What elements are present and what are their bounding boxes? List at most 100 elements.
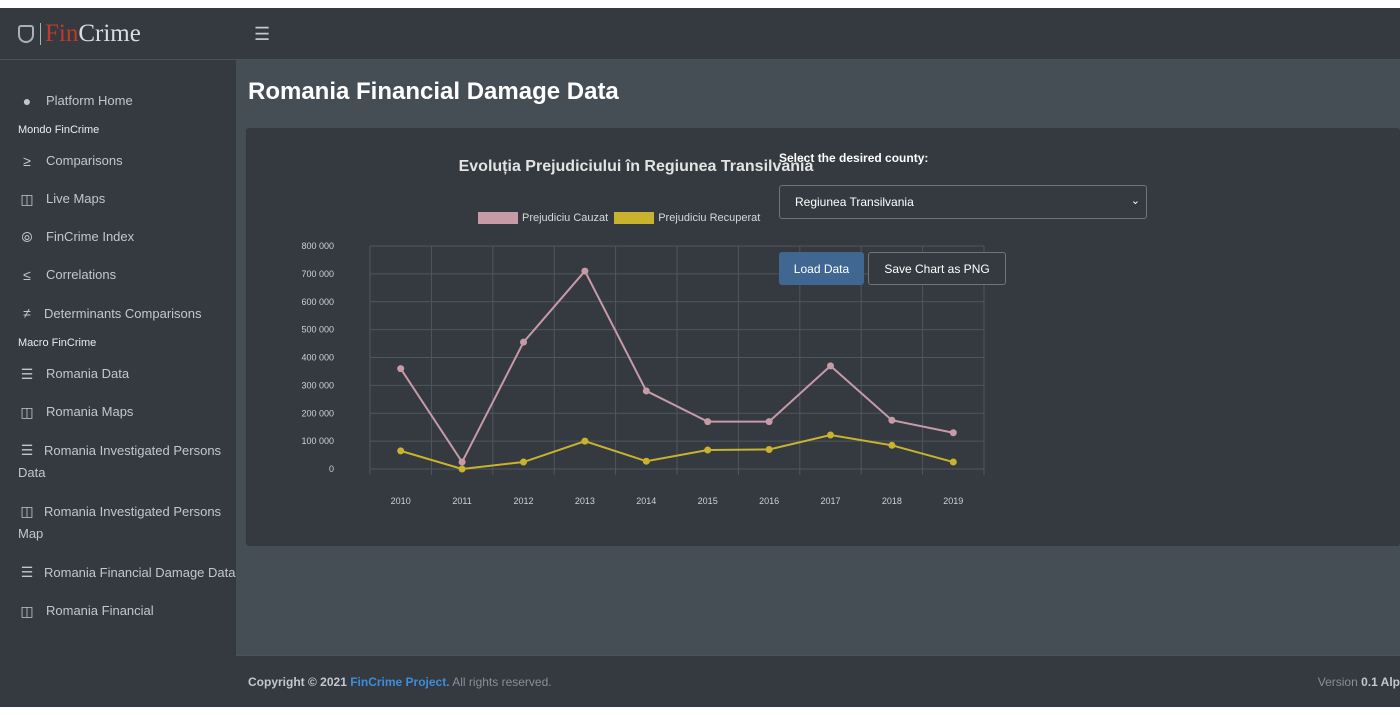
footer: Copyright © 2021 FinCrime Project. All r… [236,655,1400,707]
sidebar-item-romania-investigated-persons-map[interactable]: ◫ Romania Investigated Persons Map [0,492,236,553]
legend-label-cauzat: Prejudiciu Cauzat [522,212,609,224]
data-point-0-9 [949,429,957,437]
data-point-1-9 [949,458,957,466]
data-point-1-8 [888,441,896,449]
sidebar-item-comparisons[interactable]: ≥ Comparisons [0,142,236,180]
x-tick-label: 2018 [882,496,902,506]
data-point-1-0 [397,447,405,455]
chart-legend: Prejudiciu Cauzat Prejudiciu Recuperat [478,212,766,224]
series-line-1 [400,433,954,471]
data-point-1-5 [704,446,712,454]
footer-copyright-prefix: Copyright © 2021 [248,675,351,689]
map-icon: ◫ [20,503,34,519]
database-icon: ☰ [20,366,34,382]
sidebar-item-label: Platform Home [46,93,133,108]
x-tick-label: 2013 [575,496,595,506]
database-icon: ☰ [20,442,34,458]
map-icon: ◫ [20,191,34,207]
sidebar-item-label: Romania Investigated Persons Data [18,443,222,480]
sidebar-item-correlations[interactable]: ≤ Correlations [0,256,236,294]
chevron-down-icon: ⌄ [1130,195,1140,207]
top-navbar: ☰ [236,8,1400,60]
x-tick-label: 2019 [943,496,963,506]
x-tick-label: 2014 [636,496,656,506]
footer-version-number: 0.1 Alp [1361,675,1400,689]
x-tick-label: 2017 [820,496,840,506]
sidebar-item-label: Romania Financial Damage Data [44,565,236,580]
sidebar-item-label: Romania Data [46,366,130,381]
app-window: Fin Crime ● Platform Home Mondo FinCrime ≥ Co… [0,8,1400,707]
legend-item-cauzat[interactable]: Prejudiciu Cauzat [478,212,608,224]
brand-logo[interactable]: Fin Crime [0,8,236,60]
data-point-0-5 [704,418,712,426]
legend-label-recuperat: Prejudiciu Recuperat [658,212,761,224]
sidebar-item-label: Live Maps [46,191,106,206]
y-tick-label: 500 000 [301,325,334,335]
map-icon: ◫ [20,603,34,619]
x-tick-label: 2015 [698,496,718,506]
footer-rights: All rights reserved. [449,675,552,689]
sidebar-item-label: Determinants Comparisons [44,306,202,321]
y-tick-label: 200 000 [301,408,334,418]
y-tick-label: 800 000 [301,241,334,251]
sidebar-header: Mondo FinCrime [18,124,100,136]
data-point-1-1 [458,465,466,473]
page-title: Romania Financial Damage Data [248,78,619,105]
save-chart-button[interactable]: Save Chart as PNG [868,252,1006,285]
load-data-button[interactable]: Load Data [779,252,864,285]
map-icon: ◫ [20,404,34,420]
less-equal-icon: ≤ [23,267,31,283]
data-point-0-2 [520,338,527,346]
sidebar-item-label: FinCrime Index [46,229,135,244]
county-select-label: Select the desired county: [779,151,929,165]
sidebar-item-label: Romania Maps [46,404,134,419]
data-point-1-7 [827,431,834,439]
data-point-1-2 [520,458,527,466]
shield-icon [18,24,34,43]
data-point-0-4 [642,387,650,395]
footer-project-link[interactable]: FinCrime Project. [350,675,450,689]
chart-title: Evoluția Prejudiciului în Regiunea Trans… [458,158,814,175]
y-tick-label: 100 000 [301,436,334,446]
sidebar-item-romania-investigated-persons-data[interactable]: ☰ Romania Investigated Persons Data [0,431,236,492]
data-point-0-6 [765,418,773,426]
sidebar-item-label: Romania Financial [46,603,154,618]
y-tick-label: 0 [329,464,334,474]
y-tick-label: 300 000 [301,380,334,390]
sidebar-item-label: Comparisons [46,153,123,168]
data-point-1-6 [765,445,773,453]
x-tick-label: 2016 [759,496,779,506]
legend-swatch-cauzat [478,212,518,224]
data-point-0-8 [888,416,896,424]
hamburger-icon[interactable]: ☰ [254,24,271,44]
y-tick-label: 400 000 [301,353,334,363]
sidebar-item-platform-home[interactable]: ● Platform Home [0,82,236,120]
brand-divider [40,22,41,45]
sidebar-item-label: Correlations [46,267,117,282]
data-point-0-1 [458,458,466,466]
data-point-0-0 [397,365,405,373]
sidebar-item-label: Romania Investigated Persons Map [18,504,222,541]
footer-version: Version 0.1 Alp [1318,675,1400,689]
sidebar-item-determinants-comparisons[interactable]: ≠ Determinants Comparisons [0,294,236,333]
sidebar-item-fincrime-index[interactable]: ⦾ FinCrime Index [0,218,236,256]
y-tick-label: 600 000 [301,297,334,307]
legend-swatch-recuperat [614,212,655,224]
sidebar-item-romania-maps[interactable]: ◫ Romania Maps [0,393,236,431]
sidebar-item-romania-financial[interactable]: ◫ Romania Financial [0,592,236,630]
footer-copyright: Copyright © 2021 FinCrime Project. All r… [248,675,552,689]
county-select[interactable]: Regiunea Transilvania ⌄ [779,185,1147,219]
sidebar-item-romania-data[interactable]: ☰ Romania Data [0,355,236,393]
sidebar-item-romania-financial-damage-data[interactable]: ☰ Romania Financial Damage Data [0,553,236,592]
x-tick-label: 2012 [513,496,533,506]
sidebar: Fin Crime ● Platform Home Mondo FinCrime ≥ Co… [0,8,236,707]
county-select-value: Regiunea Transilvania [795,195,914,209]
x-tick-label: 2011 [452,496,471,506]
sidebar-item-live-maps[interactable]: ◫ Live Maps [0,180,236,218]
y-tick-label: 700 000 [301,269,334,279]
legend-item-recuperat[interactable]: Prejudiciu Recuperat [614,212,760,224]
data-point-0-7 [827,362,834,370]
data-point-0-3 [581,267,589,275]
sidebar-header: Macro FinCrime [18,337,97,349]
data-point-1-4 [642,457,650,465]
